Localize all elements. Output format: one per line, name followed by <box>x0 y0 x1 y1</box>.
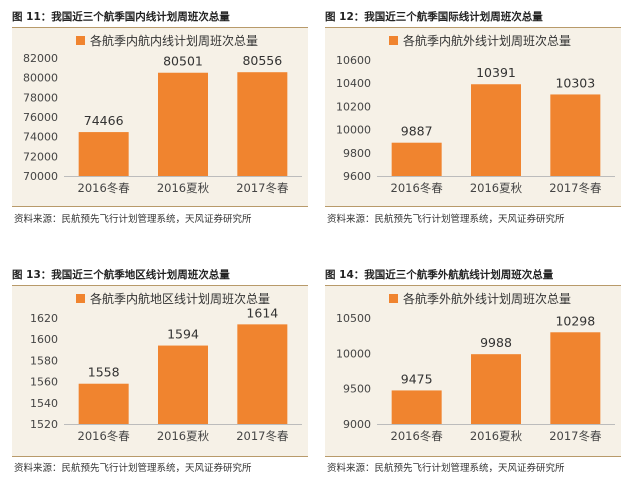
title-rule <box>12 285 308 286</box>
legend-swatch <box>389 36 398 45</box>
chart-area: 各航季内航外线计划周班次总量 9600 9800 10000 10200 10400 106… <box>325 28 621 206</box>
x-tick-label: 2017冬春 <box>236 181 289 195</box>
data-label: 10391 <box>476 65 516 80</box>
figure-panel-11: 图 11：我国近三个航季国内线计划周班次总量 各航季内航内线计划周班次总量 700… <box>12 6 308 228</box>
legend: 各航季内航地区线计划周班次总量 <box>76 291 270 306</box>
bar <box>78 132 129 176</box>
x-tick-label: 2017冬春 <box>549 181 602 195</box>
y-tick-label: 1600 <box>30 333 58 346</box>
bar <box>158 345 208 424</box>
legend-label: 各航季内航地区线计划周班次总量 <box>90 291 270 306</box>
bar-chart: 各航季内航地区线计划周班次总量 1520 1540 1560 1580 1600 1620 1… <box>30 291 302 443</box>
figure-panel-13: 图 13：我国近三个航季地区线计划周班次总量 各航季内航地区线计划周班次总量 15… <box>12 264 308 476</box>
data-label: 74466 <box>84 113 124 128</box>
y-tick-label: 9500 <box>343 383 371 396</box>
bar <box>391 390 442 424</box>
y-tick-label: 74000 <box>23 131 58 144</box>
data-label: 9887 <box>401 124 433 139</box>
y-tick-label: 9000 <box>343 418 371 431</box>
y-tick-label: 10500 <box>336 312 371 325</box>
bar <box>391 142 442 176</box>
source-note: 资料来源：民航预先飞行计划管理系统，天风证券研究所 <box>14 463 252 474</box>
legend-label: 各航季内航内线计划周班次总量 <box>90 33 258 48</box>
data-label: 9988 <box>480 335 512 350</box>
y-tick-label: 1540 <box>30 397 58 410</box>
x-tick-label: 2016夏秋 <box>157 181 210 195</box>
y-tick-label: 76000 <box>23 111 58 124</box>
legend-label: 各航季内航外线计划周班次总量 <box>403 33 571 48</box>
y-tick-label: 1580 <box>30 354 58 367</box>
x-tick-label: 2017冬春 <box>549 429 602 443</box>
data-label: 10298 <box>555 313 595 328</box>
bar <box>237 324 288 424</box>
chart-area: 各航季内航地区线计划周班次总量 1520 1540 1560 1580 1600 1620 1… <box>12 286 308 456</box>
data-label: 1558 <box>88 365 120 380</box>
figure-panel-12: 图 12：我国近三个航季国际线计划周班次总量 各航季内航外线计划周班次总量 960… <box>325 6 621 228</box>
source-rule <box>12 206 308 207</box>
y-tick-label: 72000 <box>23 150 58 163</box>
source-rule <box>325 456 621 457</box>
bar-chart: 各航季内航外线计划周班次总量 9600 9800 10000 10200 10400 106… <box>336 33 615 195</box>
x-tick-label: 2016冬春 <box>78 429 131 443</box>
source-rule <box>325 206 621 207</box>
source-note: 资料来源：民航预先飞行计划管理系统，天风证券研究所 <box>327 463 565 474</box>
bar-chart: 各航季内航内线计划周班次总量 70000 72000 74000 76000 78000 8… <box>23 33 302 195</box>
y-tick-label: 9600 <box>343 170 371 183</box>
source-note: 资料来源：民航预先飞行计划管理系统，天风证券研究所 <box>327 214 565 225</box>
y-tick-label: 82000 <box>23 52 58 65</box>
y-tick-label: 9800 <box>343 147 371 160</box>
x-tick-label: 2016冬春 <box>78 181 131 195</box>
y-tick-label: 70000 <box>23 170 58 183</box>
legend-swatch <box>76 36 85 45</box>
x-tick-label: 2016冬春 <box>391 429 444 443</box>
x-tick-label: 2016夏秋 <box>157 429 210 443</box>
legend-swatch <box>76 294 85 303</box>
figure-title: 图 12：我国近三个航季国际线计划周班次总量 <box>325 11 543 23</box>
legend: 各航季外航外线计划周班次总量 <box>389 291 571 306</box>
bar <box>237 72 288 176</box>
y-tick-label: 78000 <box>23 91 58 104</box>
bar <box>158 72 208 176</box>
y-tick-label: 10600 <box>336 54 371 67</box>
legend: 各航季内航内线计划周班次总量 <box>76 33 258 48</box>
y-tick-label: 1520 <box>30 418 58 431</box>
source-rule <box>12 456 308 457</box>
data-label: 80501 <box>163 54 203 69</box>
legend: 各航季内航外线计划周班次总量 <box>389 33 571 48</box>
bar <box>471 354 521 424</box>
figure-panel-14: 图 14：我国近三个航季外航航线计划周班次总量 各航季外航外线计划周班次总量 90… <box>325 264 621 476</box>
bar <box>550 332 601 424</box>
y-tick-label: 10000 <box>336 347 371 360</box>
data-label: 10303 <box>555 75 595 90</box>
figure-title: 图 11：我国近三个航季国内线计划周班次总量 <box>12 11 230 23</box>
figure-title: 图 13：我国近三个航季地区线计划周班次总量 <box>12 269 230 281</box>
bar <box>78 383 129 424</box>
chart-area: 各航季内航内线计划周班次总量 70000 72000 74000 76000 78000 8… <box>12 28 308 206</box>
x-tick-label: 2017冬春 <box>236 429 289 443</box>
bar <box>471 84 521 176</box>
title-rule <box>325 27 621 28</box>
y-tick-label: 1560 <box>30 376 58 389</box>
x-tick-label: 2016夏秋 <box>470 181 523 195</box>
bar-chart: 各航季外航外线计划周班次总量 9000 9500 10000 10500 9475 2016… <box>336 291 615 443</box>
source-note: 资料来源：民航预先飞行计划管理系统，天风证券研究所 <box>14 214 252 225</box>
bar <box>550 94 601 176</box>
y-tick-label: 1620 <box>30 312 58 325</box>
x-tick-label: 2016冬春 <box>391 181 444 195</box>
data-label: 9475 <box>401 371 433 386</box>
legend-swatch <box>389 294 398 303</box>
title-rule <box>12 27 308 28</box>
x-tick-label: 2016夏秋 <box>470 429 523 443</box>
chart-area: 各航季外航外线计划周班次总量 9000 9500 10000 10500 9475 2016… <box>325 286 621 456</box>
y-tick-label: 10000 <box>336 124 371 137</box>
figure-title: 图 14：我国近三个航季外航航线计划周班次总量 <box>325 269 554 281</box>
data-label: 1594 <box>167 327 199 342</box>
data-label: 1614 <box>246 305 278 320</box>
y-tick-label: 10400 <box>336 77 371 90</box>
legend-label: 各航季外航外线计划周班次总量 <box>403 291 571 306</box>
title-rule <box>325 285 621 286</box>
y-tick-label: 80000 <box>23 72 58 85</box>
y-tick-label: 10200 <box>336 100 371 113</box>
data-label: 80556 <box>242 53 282 68</box>
